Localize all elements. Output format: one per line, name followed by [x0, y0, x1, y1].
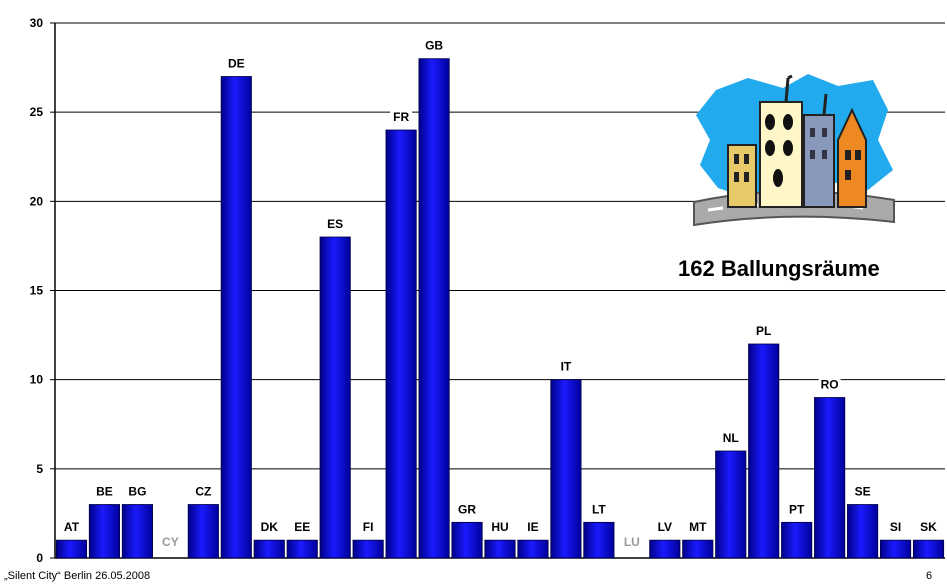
y-tick-label: 0: [36, 551, 43, 565]
bar-label-background: [653, 520, 676, 535]
bar-label: SI: [890, 520, 901, 534]
bar-label-background: [225, 56, 248, 71]
bar-label: PT: [789, 502, 805, 516]
bar-be: [88, 504, 121, 559]
bar-se: [847, 504, 879, 559]
bar-label: GB: [425, 39, 443, 53]
bar-label: CZ: [195, 485, 211, 499]
y-tick-label: 15: [30, 284, 44, 298]
bar-fr: [385, 129, 417, 559]
y-tick-label: 30: [30, 16, 44, 30]
bar-label-background: [456, 502, 479, 517]
bar-label: IT: [561, 360, 572, 374]
bar-label: MT: [689, 520, 707, 534]
bar-sk: [912, 539, 945, 559]
bar-lv: [649, 539, 681, 559]
bar-label-background: [126, 484, 149, 499]
bar-label-background: [258, 520, 281, 535]
bar-label: SK: [920, 520, 937, 534]
bar-label: BE: [96, 485, 113, 499]
bar-label-background: [851, 484, 874, 499]
bar-label-background: [917, 520, 940, 535]
bar-label-background: [686, 520, 709, 535]
bar-gr: [451, 521, 483, 559]
bar-label-background: [884, 520, 907, 535]
gridlines: [55, 22, 945, 470]
bar-pl: [748, 343, 780, 559]
bar-label-background: [324, 217, 347, 231]
bar-label: DE: [228, 57, 245, 71]
bar-ie: [517, 539, 549, 559]
bar-label: GR: [458, 502, 476, 516]
bar-label: LV: [658, 520, 672, 534]
bar-es: [319, 236, 351, 559]
bar-label: SE: [855, 485, 871, 499]
bar-bg: [121, 504, 153, 559]
bar-hu: [484, 539, 516, 559]
page-number: 6: [926, 570, 933, 582]
bar-si: [879, 539, 912, 559]
bar-label: RO: [821, 378, 839, 392]
y-tick-label: 20: [30, 194, 44, 208]
bar-label-background: [390, 110, 413, 124]
y-tick-label: 10: [30, 373, 44, 387]
bar-label: PL: [756, 324, 771, 338]
chart-annotation: 162 Ballungsräume: [678, 256, 880, 281]
bar-mt: [682, 539, 714, 559]
bar-label-background: [60, 520, 83, 535]
bar-label-background: [554, 359, 577, 374]
bar-labels: AT BE BG CY CZ DE DK EE ES FI FR GB GR HU IE IT LT LU LV MT…: [60, 38, 940, 549]
bar-label-background: [719, 431, 742, 445]
y-tick-label: 5: [36, 462, 43, 476]
bar-label-background: [93, 484, 116, 499]
bar-pt: [781, 521, 813, 559]
bar-ro: [814, 397, 846, 559]
bar-label: ES: [327, 217, 343, 231]
bar-label: AT: [64, 520, 80, 534]
bar-label: LT: [592, 502, 606, 516]
bar-nl: [715, 450, 747, 559]
bar-label-background: [489, 520, 511, 535]
bar-label: IE: [527, 520, 538, 534]
bar-label: EE: [294, 520, 310, 534]
bar-de: [220, 76, 252, 559]
bar-ee: [286, 539, 318, 559]
bar-gb: [418, 58, 450, 559]
bar-fi: [352, 539, 384, 559]
y-tick-label: 25: [30, 105, 44, 119]
bar-label: CY: [162, 535, 179, 549]
bar-at: [55, 539, 88, 559]
bar-label: FR: [393, 110, 409, 124]
bar-label: BG: [128, 485, 146, 499]
city-buildings-icon: [688, 70, 898, 230]
bar-label: LU: [624, 535, 640, 549]
bar-label-background: [818, 377, 841, 392]
bar-label-background: [752, 324, 775, 338]
bars: [55, 58, 945, 559]
bar-label-background: [423, 38, 446, 53]
bar-label: HU: [491, 520, 508, 534]
bar-label: DK: [261, 520, 279, 534]
bar-label-background: [785, 502, 808, 517]
bar-label-background: [587, 502, 610, 517]
bar-cz: [187, 504, 219, 559]
bar-dk: [253, 539, 285, 559]
bar-label-background: [291, 520, 314, 535]
bar-label-background: [357, 520, 380, 535]
bar-label-background: [521, 520, 544, 535]
bar-it: [550, 379, 582, 559]
bar-lt: [583, 521, 615, 559]
bar-label: NL: [723, 431, 739, 445]
bar-label: FI: [363, 520, 374, 534]
bar-label-background: [192, 484, 215, 499]
footer-text: „Silent City“ Berlin 26.05.2008: [4, 570, 151, 582]
